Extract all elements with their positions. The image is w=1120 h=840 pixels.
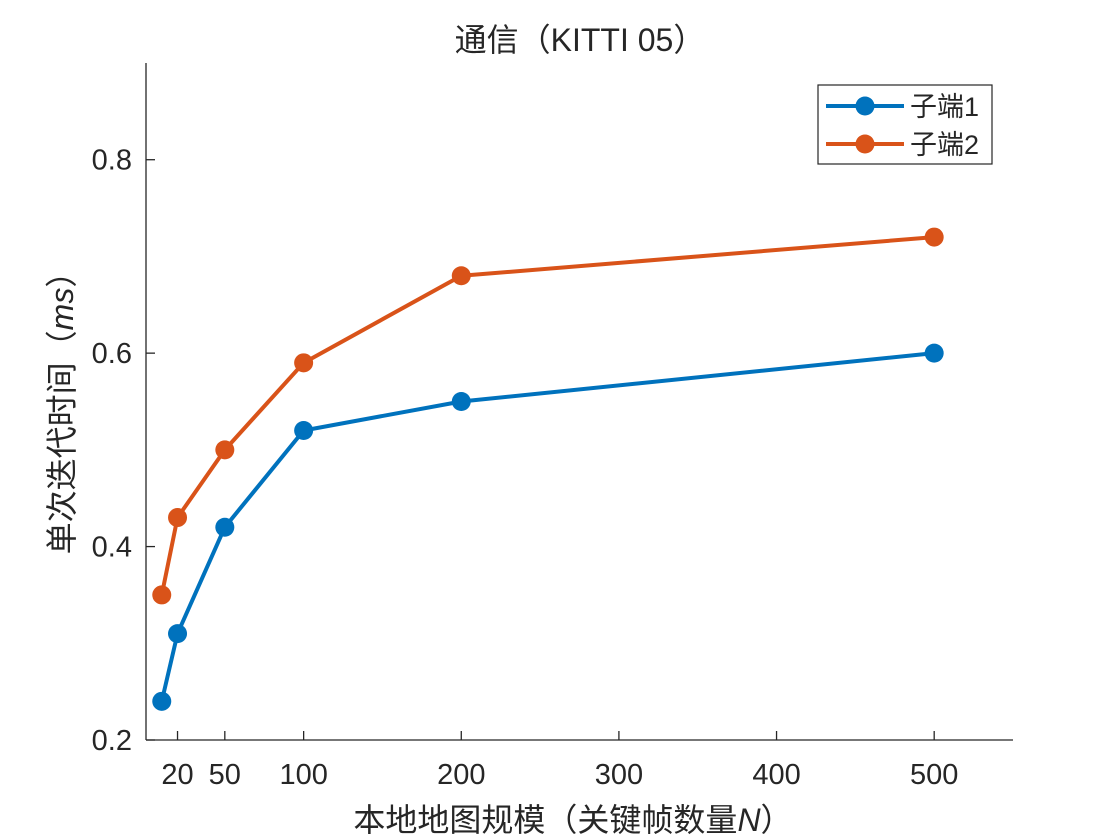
series-1-line (159, 351, 935, 702)
series-layer (152, 227, 944, 711)
x-tick-label: 300 (595, 759, 643, 791)
series-1-point (451, 392, 471, 411)
y-axis-label-close: ） (44, 256, 80, 288)
series-2-point (294, 353, 314, 373)
x-axis-label-close: ） (761, 802, 793, 838)
y-tick-label: 0.8 (92, 145, 132, 177)
chart-title: 通信（KITTI 05） (455, 22, 706, 58)
series-1-point (152, 691, 172, 711)
legend: 子端1 子端2 (817, 84, 993, 165)
x-tick-label: 100 (279, 759, 327, 791)
x-tick-label: 500 (910, 759, 958, 791)
series-1-point (168, 624, 188, 644)
x-axis-ticks: 20 50 100 200 300 400 500 (161, 731, 958, 791)
series-2-point (924, 227, 944, 247)
y-axis-label-variable: ms (44, 288, 80, 331)
series-2-line (159, 235, 935, 596)
series-1-point (924, 343, 944, 363)
series-1-point (215, 517, 235, 537)
series-2-point (451, 266, 471, 286)
legend-label-series-1: 子端1 (910, 92, 979, 122)
y-axis-label-main: 单次迭代时间（ (44, 330, 80, 554)
legend-marker-series-1 (855, 96, 875, 116)
axes (145, 63, 1013, 741)
series-2-point (215, 440, 235, 460)
x-tick-label: 400 (752, 759, 800, 791)
x-axis-label-main: 本地地图规模（关键帧数量 (353, 802, 737, 838)
series-1-point (294, 421, 314, 441)
x-tick-label: 20 (161, 759, 193, 791)
legend-marker-series-2 (855, 134, 875, 154)
y-tick-label: 0.4 (92, 532, 132, 564)
x-axis-label: 本地地图规模（关键帧数量N） (353, 802, 792, 838)
series-2-point (152, 585, 172, 605)
x-tick-label: 200 (437, 759, 485, 791)
legend-box (817, 84, 993, 165)
x-tick-label: 50 (209, 759, 241, 791)
legend-label-series-2: 子端2 (910, 130, 979, 160)
x-axis-label-variable: N (737, 802, 761, 838)
y-tick-label: 0.2 (92, 725, 132, 757)
y-axis-label: 单次迭代时间（ms） (44, 256, 80, 555)
y-axis-ticks: 0.2 0.4 0.6 0.8 (92, 145, 155, 757)
y-tick-label: 0.6 (92, 338, 132, 370)
series-2-point (168, 508, 188, 528)
